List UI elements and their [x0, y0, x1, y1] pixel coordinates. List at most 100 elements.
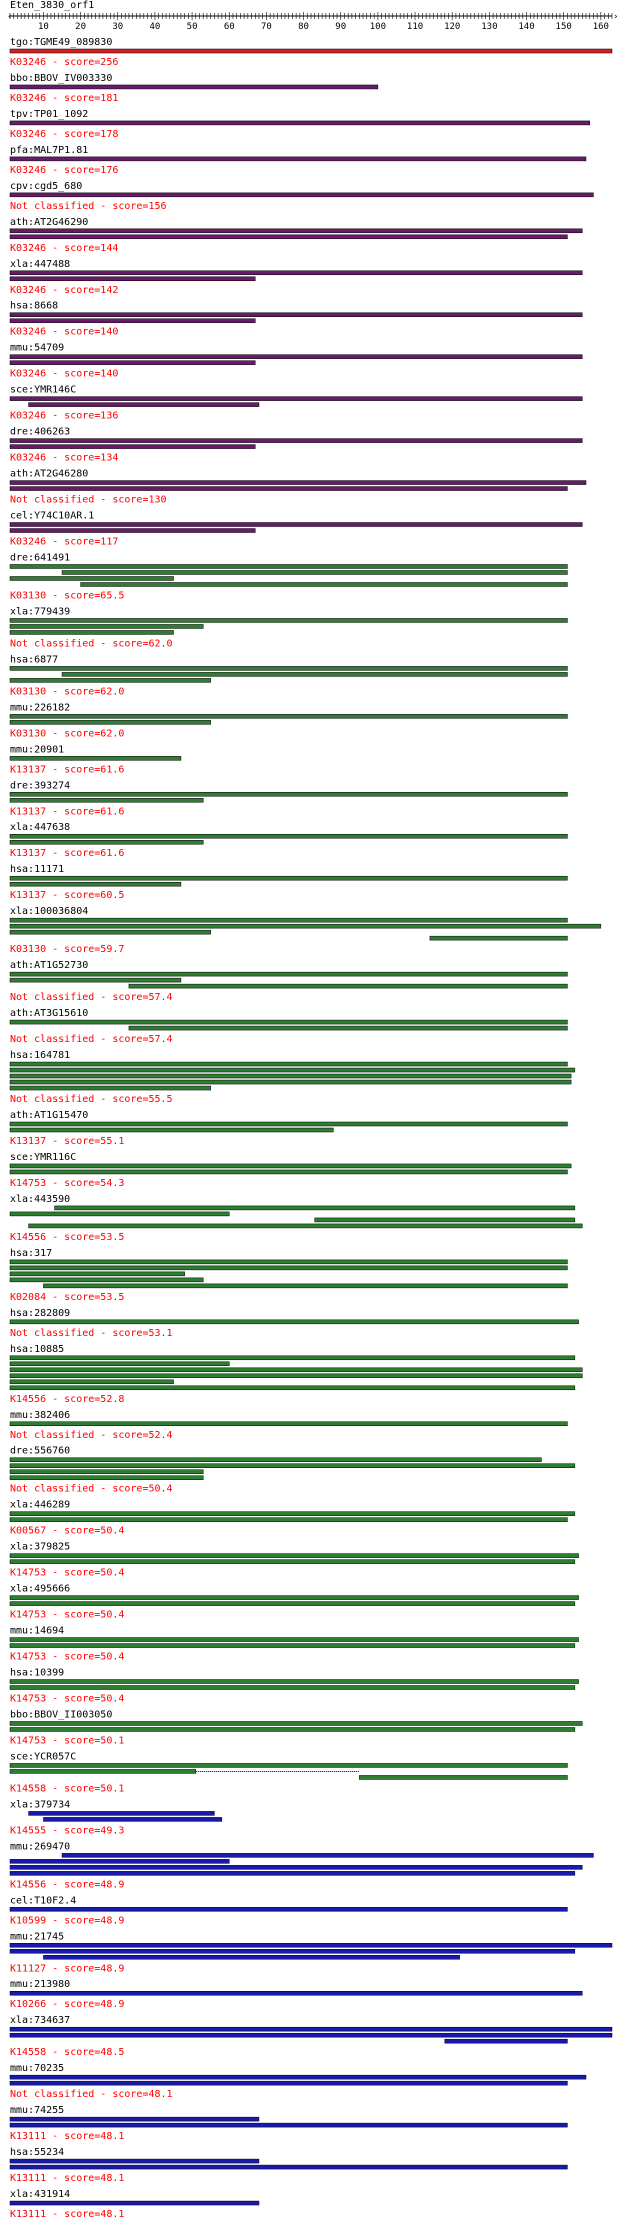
- alignment-bar[interactable]: [9, 234, 568, 240]
- alignment-bar[interactable]: [9, 312, 583, 317]
- hit-name-link[interactable]: xla:379734: [10, 1799, 70, 1810]
- alignment-bar[interactable]: [9, 1637, 579, 1642]
- alignment-bar[interactable]: [9, 1169, 568, 1175]
- hit-name-link[interactable]: bbo:BBOV_II003050: [10, 1709, 112, 1720]
- alignment-bar[interactable]: [61, 672, 568, 677]
- hit-entry[interactable]: xla:443590 K14556 - score=53.5: [9, 1194, 583, 1243]
- alignment-bar[interactable]: [9, 48, 613, 54]
- alignment-bar[interactable]: [9, 714, 568, 719]
- hit-name-link[interactable]: hsa:11171: [10, 864, 64, 875]
- hit-name-link[interactable]: mmu:213980: [10, 1979, 70, 1990]
- hit-name-link[interactable]: xla:447638: [10, 822, 70, 833]
- alignment-bar[interactable]: [61, 570, 568, 575]
- alignment-bar[interactable]: [9, 1601, 576, 1606]
- hit-name-link[interactable]: ath:AT3G15610: [10, 1008, 88, 1019]
- alignment-bar[interactable]: [9, 2032, 613, 2038]
- alignment-bar[interactable]: [9, 1907, 568, 1912]
- hit-entry[interactable]: xla:100036804 K03130 - score=59.7: [9, 906, 602, 955]
- hit-entry[interactable]: cel:T10F2.4 K10599 - score=48.9: [9, 1895, 568, 1926]
- hit-name-link[interactable]: cel:Y74C10AR.1: [10, 511, 94, 522]
- hit-name-link[interactable]: xla:100036804: [10, 906, 88, 917]
- alignment-bar[interactable]: [9, 576, 174, 581]
- alignment-bar[interactable]: [314, 1217, 576, 1223]
- hit-name-link[interactable]: mmu:226182: [10, 702, 70, 713]
- alignment-bar[interactable]: [359, 1775, 568, 1780]
- hit-entry[interactable]: dre:393274 K13137 - score=61.6: [9, 780, 568, 817]
- alignment-bar[interactable]: [9, 977, 182, 983]
- alignment-bar[interactable]: [9, 528, 256, 533]
- hit-name-link[interactable]: mmu:14694: [10, 1626, 64, 1637]
- hit-name-link[interactable]: dre:393274: [10, 780, 70, 791]
- hit-name-link[interactable]: sce:YMR116C: [10, 1152, 76, 1163]
- hit-name-link[interactable]: mmu:54709: [10, 343, 64, 354]
- alignment-bar[interactable]: [9, 923, 602, 929]
- alignment-bar[interactable]: [9, 1859, 230, 1864]
- hit-name-link[interactable]: dre:556760: [10, 1446, 70, 1457]
- alignment-bar[interactable]: [9, 120, 590, 126]
- alignment-bar[interactable]: [9, 624, 204, 629]
- hit-entry[interactable]: bbo:BBOV_IV003330 K03246 - score=181: [9, 73, 379, 104]
- hit-name-link[interactable]: xla:379825: [10, 1542, 70, 1553]
- hit-name-link[interactable]: xla:443590: [10, 1194, 70, 1205]
- hit-entry[interactable]: mmu:269470 K14556 - score=48.9: [9, 1841, 594, 1890]
- alignment-bar[interactable]: [9, 228, 583, 234]
- alignment-bar[interactable]: [9, 630, 174, 635]
- hit-name-link[interactable]: xla:734637: [10, 2015, 70, 2026]
- alignment-bar[interactable]: [9, 917, 568, 923]
- alignment-bar[interactable]: [9, 480, 587, 485]
- alignment-bar[interactable]: [9, 1685, 576, 1690]
- hit-name-link[interactable]: mmu:70235: [10, 2063, 64, 2074]
- hit-name-link[interactable]: bbo:BBOV_IV003330: [10, 73, 112, 84]
- alignment-bar[interactable]: [9, 1373, 583, 1379]
- alignment-bar[interactable]: [9, 1277, 204, 1283]
- alignment-bar[interactable]: [9, 318, 256, 323]
- alignment-bar[interactable]: [9, 2122, 568, 2128]
- alignment-bar[interactable]: [43, 1283, 568, 1289]
- alignment-bar[interactable]: [80, 582, 568, 587]
- alignment-bar[interactable]: [9, 84, 379, 90]
- hit-entry[interactable]: mmu:20901 K13137 - score=61.6: [9, 744, 182, 775]
- alignment-bar[interactable]: [9, 360, 256, 365]
- alignment-bar[interactable]: [128, 983, 568, 989]
- alignment-bar[interactable]: [9, 1727, 576, 1732]
- alignment-bar[interactable]: [9, 156, 587, 162]
- hit-name-link[interactable]: xla:446289: [10, 1500, 70, 1511]
- hit-name-link[interactable]: mmu:20901: [10, 744, 64, 755]
- alignment-bar[interactable]: [9, 2080, 568, 2086]
- alignment-bar[interactable]: [9, 1355, 576, 1361]
- alignment-bar[interactable]: [9, 1769, 197, 1774]
- hit-name-link[interactable]: sce:YCR057C: [10, 1751, 76, 1762]
- hit-entry[interactable]: xla:431914 K13111 - score=48.1: [9, 2189, 260, 2220]
- alignment-bar[interactable]: [9, 1871, 576, 1876]
- alignment-bar[interactable]: [9, 1121, 568, 1127]
- alignment-bar[interactable]: [9, 666, 568, 671]
- alignment-bar[interactable]: [9, 522, 583, 527]
- alignment-bar[interactable]: [9, 1073, 572, 1079]
- alignment-bar[interactable]: [9, 792, 568, 797]
- hit-entry[interactable]: mmu:213980 K10266 - score=48.9: [9, 1979, 583, 2010]
- hit-entry[interactable]: mmu:74255 K13111 - score=48.1: [9, 2105, 568, 2142]
- alignment-bar[interactable]: [9, 1421, 568, 1427]
- hit-name-link[interactable]: tpv:TP01_1092: [10, 109, 88, 120]
- alignment-bar[interactable]: [28, 1811, 215, 1816]
- alignment-bar[interactable]: [9, 1265, 568, 1271]
- hit-name-link[interactable]: mmu:21745: [10, 1931, 64, 1942]
- alignment-bar[interactable]: [9, 1865, 583, 1870]
- alignment-bar[interactable]: [9, 486, 568, 491]
- hit-entry[interactable]: hsa:8668 K03246 - score=140: [9, 301, 583, 338]
- hit-entry[interactable]: dre:641491 K03130 - score=65.5: [9, 552, 568, 601]
- hit-entry[interactable]: hsa:164781 Not classified - score=55.5: [9, 1050, 576, 1105]
- alignment-bar[interactable]: [9, 1475, 204, 1480]
- hit-name-link[interactable]: cpv:cgd5_680: [10, 181, 82, 192]
- alignment-bar[interactable]: [429, 935, 568, 941]
- alignment-bar[interactable]: [9, 1517, 568, 1522]
- hit-entry[interactable]: hsa:11171 K13137 - score=60.5: [9, 864, 568, 901]
- hit-entry[interactable]: hsa:317 K02084 - score=53.5: [9, 1248, 568, 1303]
- alignment-bar[interactable]: [9, 1463, 576, 1468]
- hit-entry[interactable]: ath:AT2G46280 Not classified - score=130: [9, 469, 587, 506]
- alignment-bar[interactable]: [9, 1319, 579, 1325]
- hit-name-link[interactable]: ath:AT1G52730: [10, 960, 88, 971]
- hit-name-link[interactable]: pfa:MAL7P1.81: [10, 145, 88, 156]
- alignment-bar[interactable]: [9, 564, 568, 569]
- alignment-bar[interactable]: [9, 1469, 204, 1474]
